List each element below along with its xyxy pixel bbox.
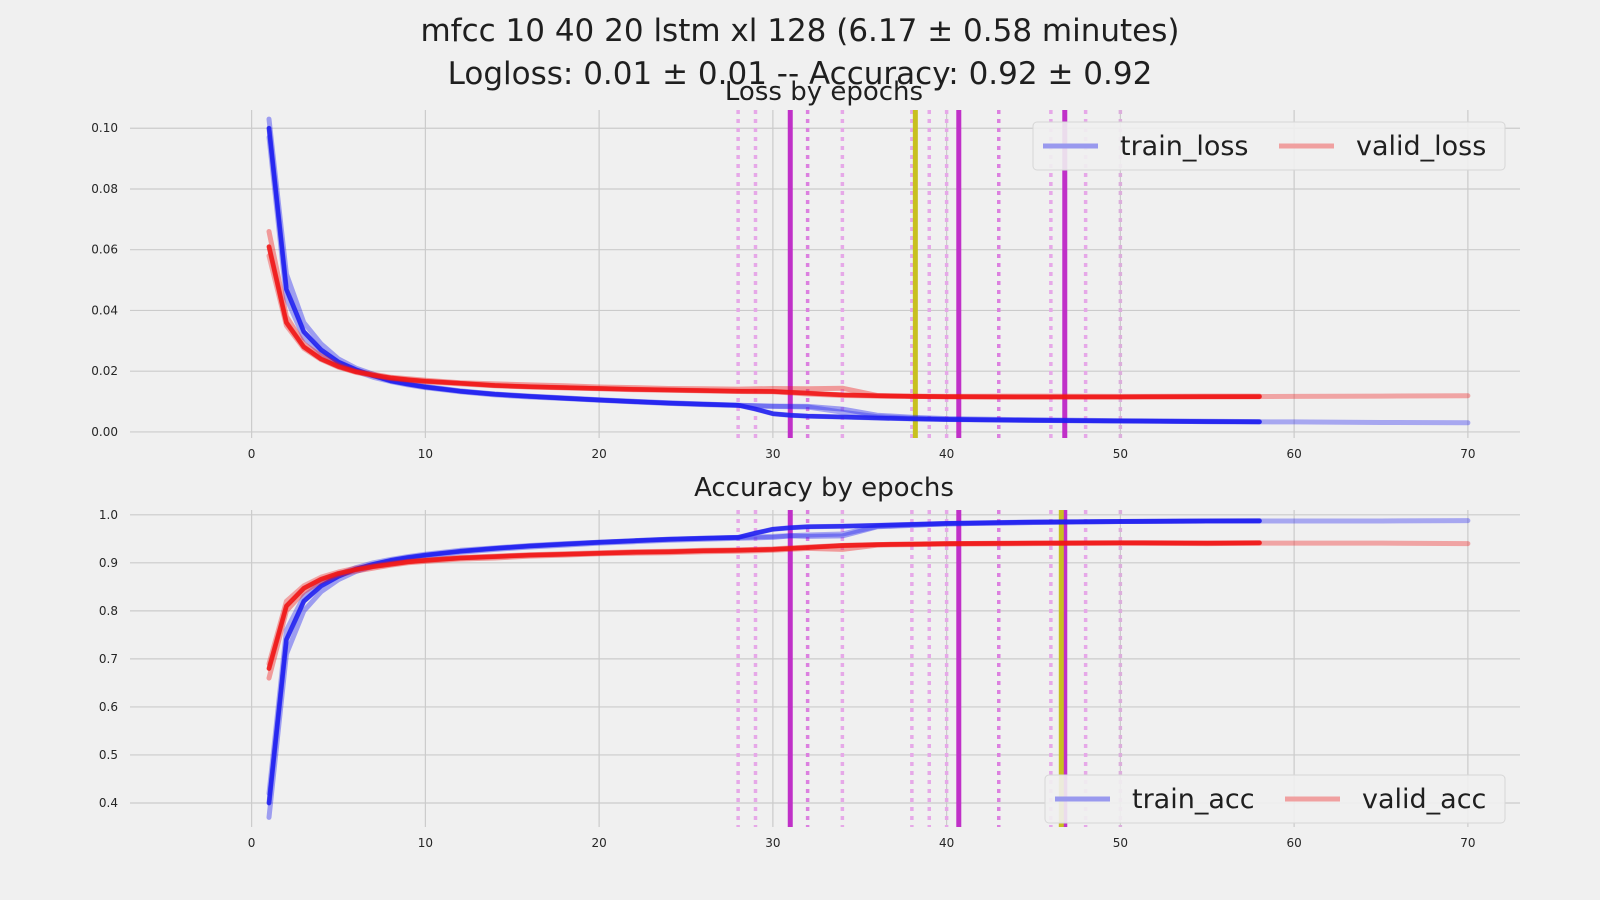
accuracy-x-tick-label: 30 [765, 836, 780, 850]
loss-x-tick-label: 50 [1113, 447, 1128, 461]
loss-y-tick-label: 0.08 [91, 182, 118, 196]
accuracy-legend-box [1044, 774, 1506, 824]
loss-legend-label-valid_loss: valid_loss [1356, 131, 1486, 162]
loss-panel-title: Loss by epochs [725, 77, 923, 107]
accuracy-y-tick-label: 0.8 [99, 604, 118, 618]
accuracy-x-tick-label: 60 [1286, 836, 1301, 850]
loss-x-tick-label: 30 [765, 447, 780, 461]
accuracy-y-tick-label: 0.4 [99, 796, 118, 810]
accuracy-legend: train_acc valid_acc [1044, 774, 1506, 824]
loss-panel: 0 10 20 30 40 50 60 700.000.020.040.060.080.10 … [91, 77, 1520, 461]
accuracy-x-tick-label: 50 [1113, 836, 1128, 850]
accuracy-y-tick-label: 0.6 [99, 700, 118, 714]
figure-title-line1: mfcc 10 40 20 lstm xl 128 (6.17 ± 0.58 m… [420, 13, 1179, 49]
loss-y-tick-label: 0.10 [91, 121, 118, 135]
accuracy-x-tick-label: 10 [418, 836, 433, 850]
accuracy-y-tick-label: 0.7 [99, 652, 118, 666]
accuracy-valid_acc-main-line [266, 540, 1262, 671]
accuracy-legend-label-train_acc: train_acc [1132, 784, 1255, 815]
accuracy-x-tick-label: 40 [939, 836, 954, 850]
loss-x-tick-label: 0 [248, 447, 256, 461]
loss-valid_loss-main-line [266, 244, 1262, 400]
loss-y-tick-label: 0.06 [91, 243, 118, 257]
loss-x-tick-label: 40 [939, 447, 954, 461]
loss-legend: train_loss valid_loss [1032, 121, 1506, 171]
loss-x-tick-label: 70 [1460, 447, 1475, 461]
loss-x-tick-label: 10 [418, 447, 433, 461]
accuracy-legend-label-valid_acc: valid_acc [1362, 784, 1486, 815]
accuracy-x-tick-label: 0 [248, 836, 256, 850]
loss-legend-box [1032, 121, 1506, 171]
loss-y-tick-label: 0.04 [91, 303, 118, 317]
accuracy-y-tick-label: 1.0 [99, 508, 118, 522]
accuracy-panel: 0 10 20 30 40 50 60 70 0.4 0.5 0.6 0.7 0.8 0.9 1.0 Acc… [99, 473, 1520, 850]
loss-y-tick-label: 0.02 [91, 364, 118, 378]
loss-x-tick-label: 20 [591, 447, 606, 461]
accuracy-y-tick-label: 0.5 [99, 748, 118, 762]
loss-legend-label-train_loss: train_loss [1120, 131, 1249, 162]
accuracy-panel-title: Accuracy by epochs [694, 473, 954, 503]
accuracy-x-tick-label: 20 [591, 836, 606, 850]
figure-title-line2: Logloss: 0.01 ± 0.01 -- Accuracy: 0.92 ±… [448, 56, 1153, 92]
accuracy-y-tick-label: 0.9 [99, 556, 118, 570]
loss-x-tick-label: 60 [1286, 447, 1301, 461]
accuracy-x-tick-label: 70 [1460, 836, 1475, 850]
loss-y-tick-label: 0.00 [91, 425, 118, 439]
